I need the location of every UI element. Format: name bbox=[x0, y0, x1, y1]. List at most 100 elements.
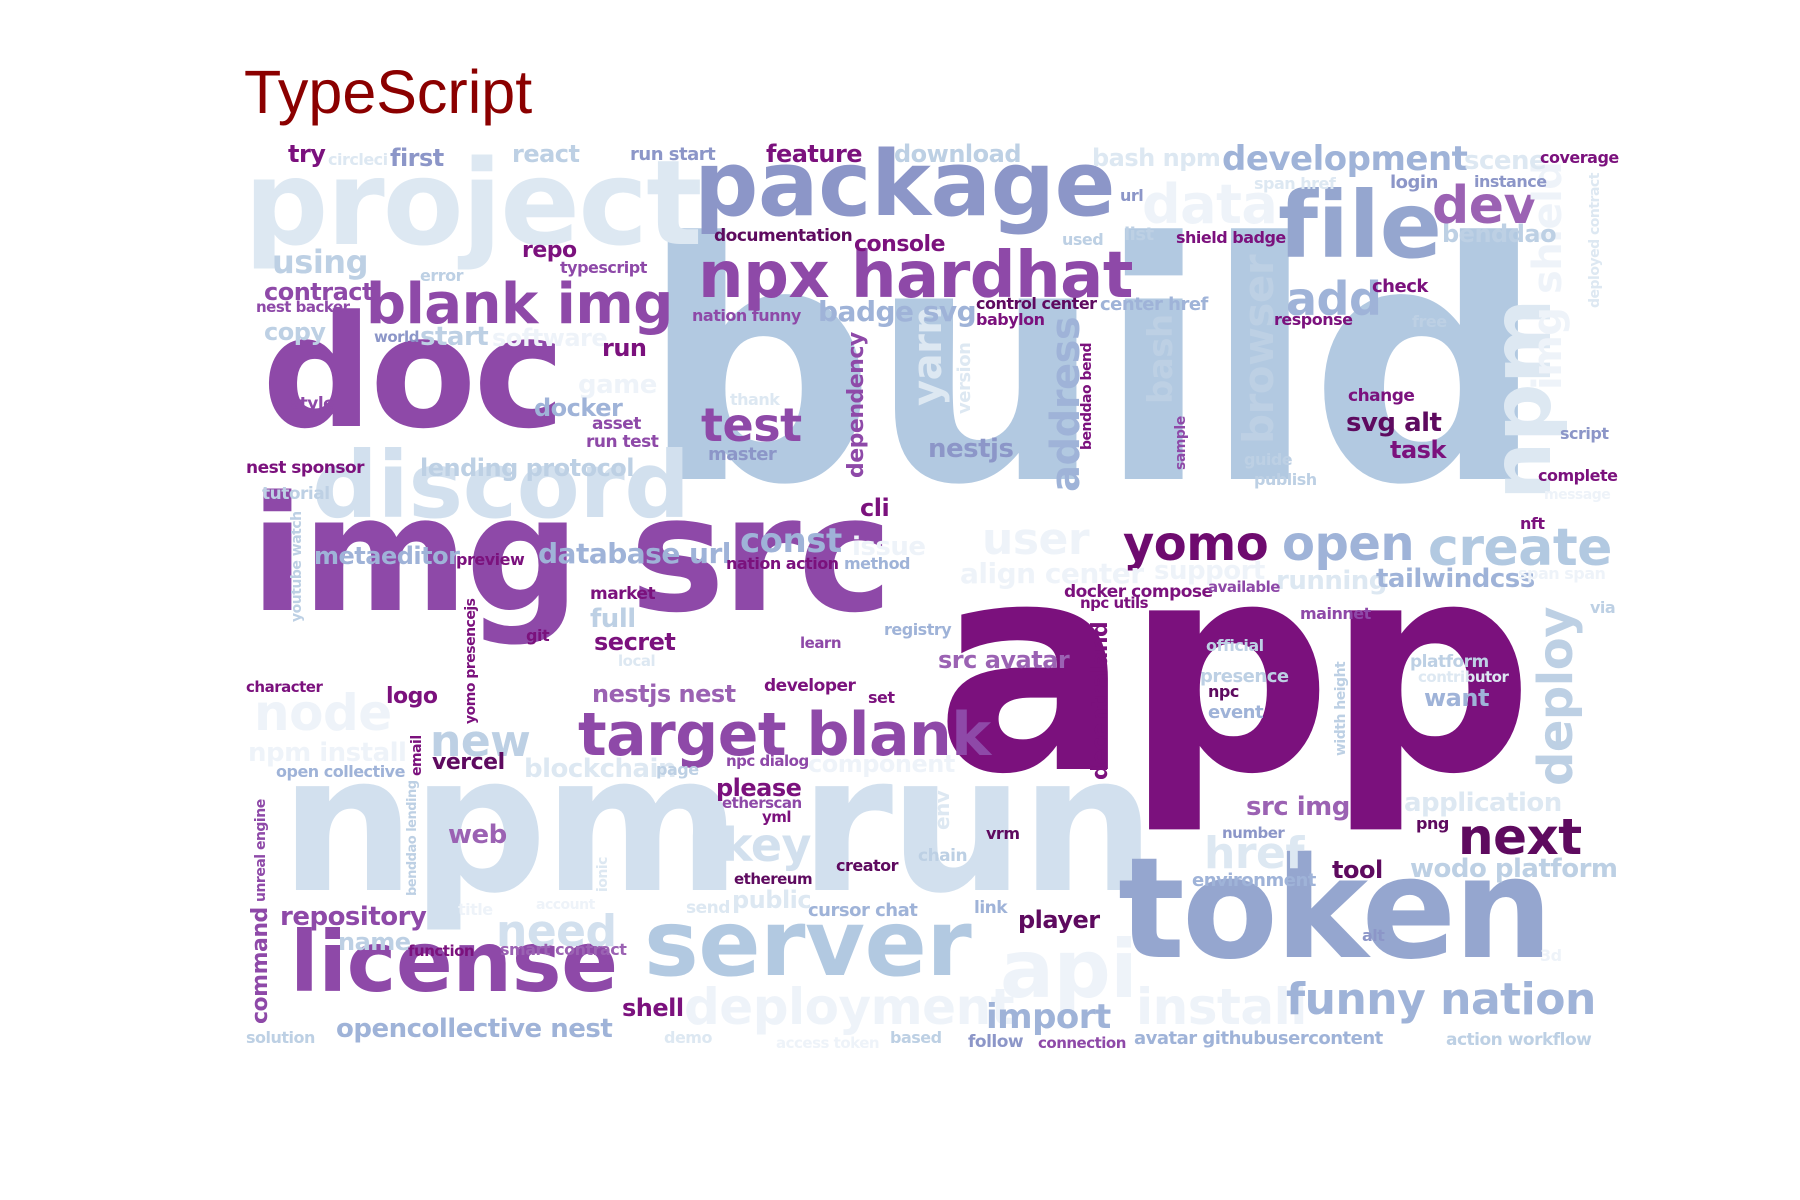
cloud-word: const bbox=[740, 521, 842, 561]
cloud-word: running bbox=[1276, 566, 1387, 596]
cloud-word: url bbox=[1120, 186, 1144, 205]
cloud-word: ethereum bbox=[734, 870, 813, 888]
cloud-word: issue bbox=[852, 532, 926, 562]
cloud-word: new bbox=[430, 716, 531, 767]
cloud-word: component bbox=[808, 750, 955, 778]
cloud-word: project bbox=[244, 134, 703, 272]
cloud-word: asset bbox=[592, 414, 641, 434]
cloud-word: solution bbox=[246, 1028, 315, 1047]
cloud-word: bash npm bbox=[1092, 144, 1221, 172]
cloud-word: mainnet bbox=[1300, 604, 1371, 623]
cloud-word: connection bbox=[1038, 1034, 1126, 1052]
cloud-word: platform bbox=[1410, 652, 1489, 672]
cloud-word: open bbox=[1282, 516, 1415, 572]
cloud-word: open collective bbox=[276, 762, 405, 781]
cloud-word: center href bbox=[1100, 294, 1208, 315]
cloud-word: alt bbox=[1362, 926, 1385, 945]
cloud-word: blockchain bbox=[524, 754, 676, 784]
cloud-word: method bbox=[844, 554, 911, 573]
cloud-word: babylon bbox=[976, 310, 1045, 329]
cloud-word: set bbox=[868, 688, 895, 707]
cloud-word: etherscan bbox=[722, 794, 802, 812]
cloud-word: vrm bbox=[986, 824, 1020, 843]
cloud-word: email bbox=[409, 735, 425, 776]
cloud-word: token bbox=[1118, 828, 1553, 991]
cloud-word: error bbox=[420, 266, 464, 285]
cloud-word: version bbox=[954, 342, 975, 414]
cloud-word: name bbox=[338, 928, 411, 956]
cloud-word: cli bbox=[860, 494, 890, 522]
cloud-word: src avatar bbox=[938, 646, 1070, 674]
cloud-word: align center bbox=[960, 557, 1144, 590]
cloud-word: run start bbox=[630, 144, 716, 165]
cloud-word: action workflow bbox=[1446, 1030, 1592, 1050]
cloud-word: based bbox=[890, 1028, 942, 1047]
cloud-word: complete bbox=[1538, 466, 1618, 485]
cloud-word: span span bbox=[1518, 564, 1606, 583]
cloud-word: create bbox=[1428, 518, 1612, 578]
cloud-word: developer bbox=[764, 676, 856, 696]
cloud-word: database url bbox=[538, 537, 731, 570]
cloud-word: title bbox=[458, 900, 493, 919]
cloud-word: png bbox=[1416, 814, 1449, 833]
cloud-word: start bbox=[420, 322, 489, 352]
cloud-word: scene bbox=[1464, 146, 1547, 176]
cloud-word: used bbox=[1062, 230, 1104, 249]
cloud-word: tailwindcss bbox=[1376, 564, 1535, 594]
cloud-word: need bbox=[496, 906, 617, 957]
cloud-word: img shield bbox=[1525, 161, 1571, 390]
page-title: TypeScript bbox=[244, 58, 533, 126]
cloud-word: learn bbox=[800, 634, 842, 652]
cloud-word: api bbox=[1000, 923, 1138, 1016]
cloud-word: cursor chat bbox=[808, 900, 918, 921]
cloud-word: href bbox=[1204, 828, 1305, 879]
cloud-word: page bbox=[656, 760, 699, 779]
cloud-word: registry bbox=[884, 620, 952, 639]
cloud-word: shield badge bbox=[1176, 228, 1286, 247]
cloud-word: opencollective nest bbox=[336, 1014, 613, 1044]
cloud-word: blank img bbox=[366, 272, 673, 337]
cloud-word: next bbox=[1458, 808, 1582, 866]
cloud-word: local bbox=[618, 652, 656, 670]
cloud-word: deployed contract bbox=[1587, 173, 1603, 308]
cloud-word: package bbox=[694, 132, 1116, 237]
cloud-word: key bbox=[722, 818, 812, 872]
cloud-word: coverage bbox=[1540, 148, 1619, 167]
cloud-word: list bbox=[1124, 224, 1154, 245]
cloud-word: please bbox=[716, 774, 802, 802]
cloud-word: thank bbox=[730, 390, 780, 409]
cloud-word: change bbox=[1348, 386, 1415, 406]
cloud-word: npc utils bbox=[1080, 594, 1149, 612]
cloud-word: download bbox=[894, 140, 1022, 168]
cloud-word: free bbox=[1412, 312, 1447, 331]
cloud-word: repo bbox=[522, 238, 577, 263]
cloud-word: control center bbox=[976, 294, 1097, 313]
cloud-word: shell bbox=[622, 994, 684, 1022]
cloud-word: lending protocol bbox=[420, 454, 635, 482]
cloud-word: access token bbox=[776, 1034, 880, 1052]
cloud-word: command bbox=[248, 907, 273, 1024]
cloud-word: web bbox=[448, 820, 507, 850]
cloud-word: browser bbox=[1234, 254, 1283, 444]
cloud-word: docker compose bbox=[1064, 582, 1213, 602]
cloud-word: contract bbox=[264, 278, 374, 306]
cloud-word: build bbox=[640, 173, 1546, 557]
cloud-word: npc dialog bbox=[726, 752, 809, 770]
cloud-word: account bbox=[536, 897, 595, 913]
cloud-word: img src bbox=[250, 461, 893, 648]
cloud-word: smart contract bbox=[500, 940, 627, 959]
cloud-word: metaeditor bbox=[314, 542, 460, 570]
cloud-word: development bbox=[1222, 139, 1468, 179]
cloud-word: preview bbox=[456, 550, 525, 569]
cloud-word: doc bbox=[262, 282, 565, 463]
cloud-word: nation action bbox=[726, 554, 839, 573]
cloud-word: svg alt bbox=[1346, 408, 1442, 438]
cloud-word: 3d bbox=[1540, 946, 1562, 965]
cloud-word: nestjs bbox=[928, 434, 1014, 464]
cloud-word: demo bbox=[664, 1028, 712, 1047]
cloud-word: nestjs nest bbox=[592, 680, 736, 708]
cloud-word: run test bbox=[586, 432, 659, 452]
cloud-word: data bbox=[1142, 173, 1278, 236]
cloud-word: yml bbox=[762, 808, 792, 826]
cloud-word: react bbox=[512, 140, 580, 168]
